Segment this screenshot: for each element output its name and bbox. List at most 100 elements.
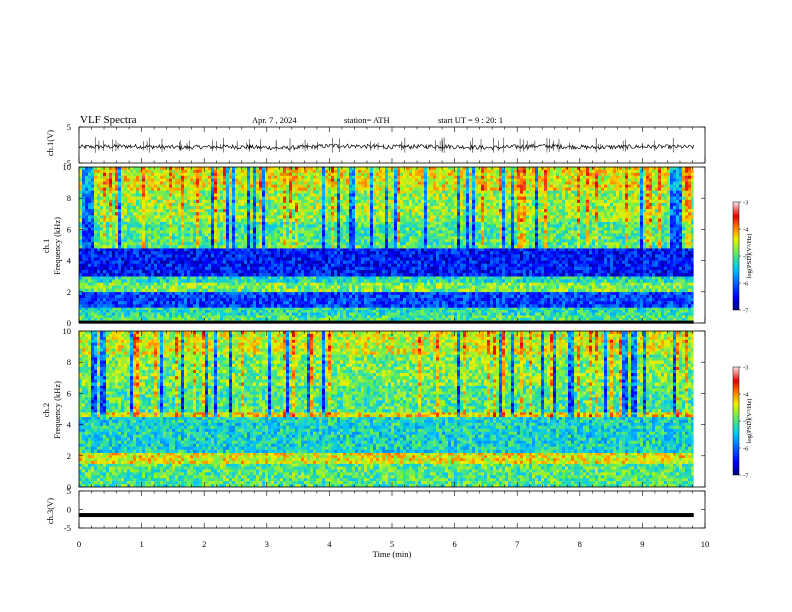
- ch1-spectrogram-cell: [469, 282, 472, 285]
- ch1-spectrogram-cell: [127, 304, 130, 307]
- ch1-spectrogram-cell: [610, 248, 613, 251]
- ch1-spectrogram-cell: [445, 261, 448, 264]
- ch1-spectrogram-cell: [106, 270, 109, 273]
- ch1-spectrogram-cell: [466, 267, 469, 270]
- ch1-spectrogram-cell: [133, 258, 136, 261]
- ch1-spectrogram-cell: [79, 304, 82, 307]
- ch1-spectrogram-cell: [352, 301, 355, 304]
- ch1-spectrogram-cell: [361, 248, 364, 251]
- ch1-spectrogram-cell: [229, 304, 232, 307]
- ch1-spectrogram-cell: [415, 264, 418, 267]
- ch1-spectrogram-cell: [442, 251, 445, 254]
- ch1-spectrogram-cell: [214, 282, 217, 285]
- ch1-spectrogram-cell: [163, 264, 166, 267]
- ch1-spectrogram-cell: [202, 276, 205, 279]
- ch1-spectrogram-cell: [574, 304, 577, 307]
- ch1-spectrogram-cell: [439, 279, 442, 282]
- ch1-spectrogram-cell: [202, 304, 205, 307]
- ch1-spectrogram-cell: [145, 264, 148, 267]
- ch1-spectrogram-cell: [613, 289, 616, 292]
- ch1-spectrogram-cell: [511, 254, 514, 257]
- ch1-spectrogram-cell: [310, 261, 313, 264]
- ch1-spectrogram-cell: [157, 292, 160, 295]
- ch1-spectrogram-cell: [259, 310, 262, 313]
- ch1-spectrogram-cell: [403, 264, 406, 267]
- ch1-spectrogram-cell: [226, 276, 229, 279]
- ch1-spectrogram-cell: [481, 286, 484, 289]
- ch1-spectrogram-cell: [637, 298, 640, 301]
- ch1-spectrogram-cell: [223, 270, 226, 273]
- ch1-spectrogram-cell: [88, 289, 91, 292]
- ch1-spectrogram-cell: [472, 254, 475, 257]
- ch1-spectrogram-cell: [673, 289, 676, 292]
- ch1-spectrogram-cell: [502, 318, 505, 321]
- ch1-spectrogram-cell: [88, 315, 91, 318]
- ch1-spectrogram-cell: [550, 307, 553, 310]
- ch1-spectrogram-cell: [328, 295, 331, 298]
- ch1-spectrogram-cell: [340, 292, 343, 295]
- ch1-spectrogram-cell: [508, 258, 511, 261]
- ch1-spectrogram-cell: [634, 315, 637, 318]
- ch1-spectrogram-cell: [457, 301, 460, 304]
- ch1-spectrogram-cell: [151, 310, 154, 313]
- ch1-spectrogram-cell: [475, 313, 478, 316]
- ch1-spectrogram-cell: [511, 248, 514, 251]
- ch1-spectrogram-cell: [565, 313, 568, 316]
- ch1-spectrogram-cell: [283, 279, 286, 282]
- ch1-spectrogram-cell: [595, 298, 598, 301]
- ch1-spectrogram-cell: [547, 267, 550, 270]
- ch1-spectrogram-cell: [343, 261, 346, 264]
- ch1-spectrogram-cell: [532, 292, 535, 295]
- ch1-spectrogram-cell: [352, 313, 355, 316]
- ch1-spectrogram-cell: [544, 267, 547, 270]
- ch1-spectrogram-cell: [421, 318, 424, 321]
- ch1-spectrogram-cell: [274, 292, 277, 295]
- ch1-spectrogram-cell: [625, 282, 628, 285]
- ch1-spectrogram-cell: [568, 301, 571, 304]
- ch1-spectrogram-cell: [523, 289, 526, 292]
- ch1-spectrogram-cell: [220, 261, 223, 264]
- ch1-spectrogram-cell: [136, 267, 139, 270]
- ch1-spectrogram-cell: [406, 289, 409, 292]
- ch1-spectrogram-cell: [121, 276, 124, 279]
- ch1-spectrogram-cell: [463, 276, 466, 279]
- ch1-spectrogram-cell: [214, 254, 217, 257]
- ch1-spectrogram-cell: [592, 276, 595, 279]
- ch1-spectrogram-cell: [469, 267, 472, 270]
- ch1-spectrogram-cell: [397, 310, 400, 313]
- ch1-spectrogram-cell: [292, 286, 295, 289]
- ch1-spectrogram-cell: [370, 313, 373, 316]
- ch1-spectrogram-cell: [244, 286, 247, 289]
- ch1-spectrogram-cell: [187, 298, 190, 301]
- ch1-spectrogram-cell: [664, 254, 667, 257]
- ch1-spectrogram-cell: [505, 286, 508, 289]
- ch1-spectrogram-cell: [391, 315, 394, 318]
- ch1-spectrogram-cell: [340, 248, 343, 251]
- ch1-spectrogram-cell: [511, 276, 514, 279]
- ch1-spectrogram-cell: [127, 276, 130, 279]
- ch1-spectrogram-cell: [637, 301, 640, 304]
- ch1-spectrogram-cell: [433, 251, 436, 254]
- ch1-spectrogram-cell: [520, 307, 523, 310]
- ch1-spectrogram-cell: [550, 254, 553, 257]
- ch1-spectrogram-cell: [316, 264, 319, 267]
- ch1-spectrogram-cell: [601, 261, 604, 264]
- ch1-spectrogram-cell: [655, 267, 658, 270]
- ch1-spectrogram-cell: [658, 315, 661, 318]
- ch1-spectrogram-cell: [415, 301, 418, 304]
- ch1-spectrogram-cell: [220, 286, 223, 289]
- ch1-spectrogram-cell: [94, 279, 97, 282]
- ch1-spectrogram-cell: [190, 258, 193, 261]
- ch1-spectrogram-cell: [478, 254, 481, 257]
- ch1-spectrogram-cell: [436, 264, 439, 267]
- ch1-spectrogram-cell: [430, 289, 433, 292]
- ch1-spectrogram-cell: [379, 289, 382, 292]
- ch1-spectrogram-cell: [517, 304, 520, 307]
- ch1-spectrogram-cell: [112, 248, 115, 251]
- ch1-spectrogram-cell: [184, 286, 187, 289]
- ch1-spectrogram-cell: [664, 301, 667, 304]
- ch1-spectrogram-cell: [268, 282, 271, 285]
- ch1-spectrogram-cell: [361, 282, 364, 285]
- ch1-spectrogram-cell: [412, 295, 415, 298]
- ch1-spectrogram-cell: [460, 301, 463, 304]
